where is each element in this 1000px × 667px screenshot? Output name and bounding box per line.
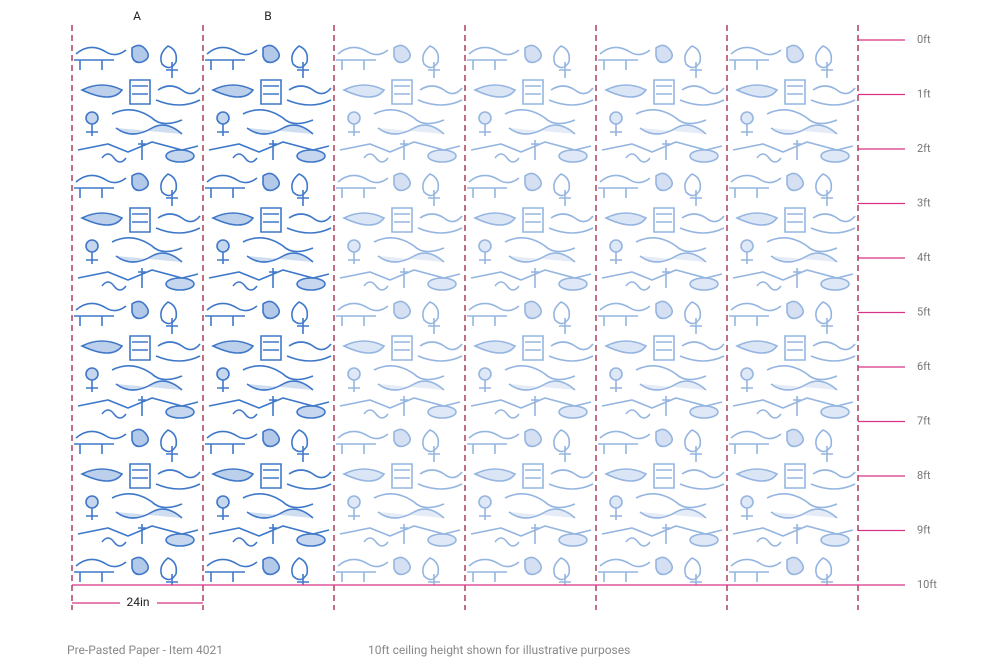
height-label: 8ft [917, 469, 931, 482]
panel-dividers [71, 25, 859, 610]
height-label: 0ft [917, 33, 931, 46]
footnote: 10ft ceiling height shown for illustrati… [368, 643, 630, 657]
height-scale: 0ft 1ft 2ft 3ft 4ft 5ft 6ft 7ft 8ft 9ft 10ft [858, 33, 937, 591]
height-label: 6ft [917, 360, 931, 373]
panel-label: A [133, 9, 141, 23]
height-label: 5ft [917, 305, 931, 318]
height-label: 7ft [917, 414, 931, 427]
height-label: 10ft [917, 578, 937, 591]
height-label: 3ft [917, 196, 931, 209]
height-label: 2ft [917, 142, 931, 155]
panel-dark [72, 40, 334, 585]
height-label: 4ft [917, 251, 931, 264]
panel-label: B [264, 9, 271, 23]
height-label: 9ft [917, 523, 931, 536]
height-label: 1ft [917, 87, 931, 100]
panel-light [334, 40, 858, 585]
product-label: Pre-Pasted Paper - Item 4021 [67, 643, 223, 657]
wallpaper-panels [72, 40, 858, 585]
width-label: 24in [126, 595, 149, 609]
